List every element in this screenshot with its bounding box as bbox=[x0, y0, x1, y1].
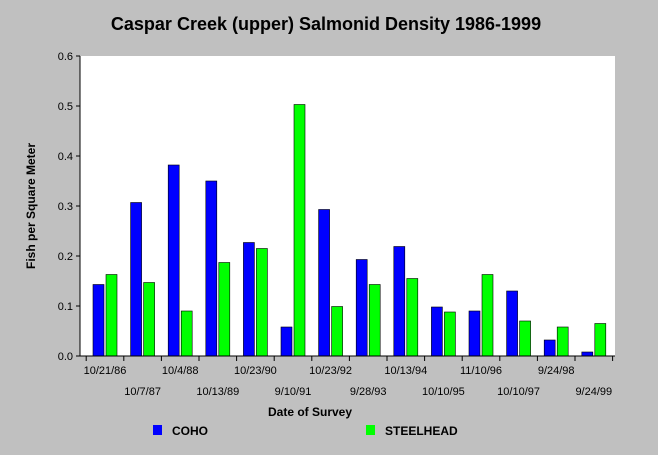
legend-swatch-steelhead bbox=[366, 425, 375, 435]
bar-steelhead-9 bbox=[444, 311, 456, 357]
plot-area bbox=[80, 56, 615, 356]
x-tick-label: 10/23/92 bbox=[309, 365, 352, 377]
bars-group bbox=[92, 104, 607, 357]
y-tick-label: 0.6 bbox=[58, 51, 73, 63]
bar-coho-10 bbox=[468, 310, 481, 357]
x-tick-label: 10/13/89 bbox=[196, 386, 239, 398]
bar-coho-7 bbox=[355, 259, 368, 357]
bar-steelhead-2 bbox=[180, 310, 193, 357]
y-tick-label: 0.4 bbox=[58, 151, 73, 163]
y-tick-label: 0.2 bbox=[58, 251, 73, 263]
chart-title: Caspar Creek (upper) Salmonid Density 19… bbox=[111, 14, 541, 34]
bar-steelhead-12 bbox=[556, 326, 569, 357]
bar-steelhead-3 bbox=[218, 262, 231, 357]
bar-coho-11 bbox=[506, 290, 518, 357]
x-tick-label: 10/23/90 bbox=[234, 365, 277, 377]
bar-steelhead-11 bbox=[519, 320, 531, 357]
bar-steelhead-7 bbox=[368, 284, 381, 357]
bar-steelhead-4 bbox=[256, 248, 268, 357]
legend-label-steelhead: STEELHEAD bbox=[385, 424, 458, 438]
y-axis-label: Fish per Square Meter bbox=[24, 143, 38, 269]
x-tick-label: 9/10/91 bbox=[275, 386, 312, 398]
bar-coho-9 bbox=[431, 306, 443, 357]
bar-coho-2 bbox=[167, 164, 180, 357]
x-tick-label: 10/10/95 bbox=[422, 386, 465, 398]
x-tick-label: 10/21/86 bbox=[84, 365, 127, 377]
legend-swatch-coho bbox=[153, 425, 162, 435]
bar-coho-6 bbox=[318, 209, 330, 357]
bar-steelhead-13 bbox=[594, 323, 607, 357]
bar-steelhead-10 bbox=[481, 274, 494, 357]
bar-coho-13 bbox=[581, 351, 594, 357]
x-tick-label: 10/10/97 bbox=[497, 386, 540, 398]
y-tick-label: 0.1 bbox=[58, 301, 73, 313]
x-tick-label: 10/7/87 bbox=[124, 386, 161, 398]
bar-steelhead-6 bbox=[331, 306, 343, 357]
bar-steelhead-0 bbox=[105, 274, 118, 357]
x-tick-label: 9/24/99 bbox=[575, 386, 612, 398]
legend-label-coho: COHO bbox=[172, 424, 208, 438]
x-tick-label: 11/10/96 bbox=[460, 365, 502, 377]
x-tick-label: 9/24/98 bbox=[538, 365, 575, 377]
bar-steelhead-8 bbox=[406, 278, 419, 357]
x-tick-label: 10/4/88 bbox=[162, 365, 199, 377]
y-tick-label: 0.3 bbox=[58, 201, 73, 213]
y-tick-label: 0.5 bbox=[58, 101, 73, 113]
bar-coho-4 bbox=[243, 242, 255, 357]
legend: COHO STEELHEAD bbox=[153, 424, 458, 438]
bar-coho-12 bbox=[543, 339, 556, 357]
bar-coho-3 bbox=[205, 180, 218, 357]
bar-coho-1 bbox=[130, 202, 142, 357]
bar-steelhead-5 bbox=[293, 104, 306, 357]
axes-group: 0.0 0.1 0.2 0.3 0.4 0.5 0.6 10/21/86 10/7/8710/4… bbox=[58, 51, 615, 398]
bar-coho-8 bbox=[393, 246, 406, 357]
bar-steelhead-1 bbox=[143, 282, 155, 357]
x-tick-label: 9/28/93 bbox=[350, 386, 387, 398]
y-tick-label: 0.0 bbox=[58, 351, 73, 363]
bar-coho-0 bbox=[92, 284, 105, 357]
x-tick-label: 10/13/94 bbox=[384, 365, 427, 377]
bar-coho-5 bbox=[280, 326, 293, 357]
x-axis-label: Date of Survey bbox=[268, 405, 352, 419]
